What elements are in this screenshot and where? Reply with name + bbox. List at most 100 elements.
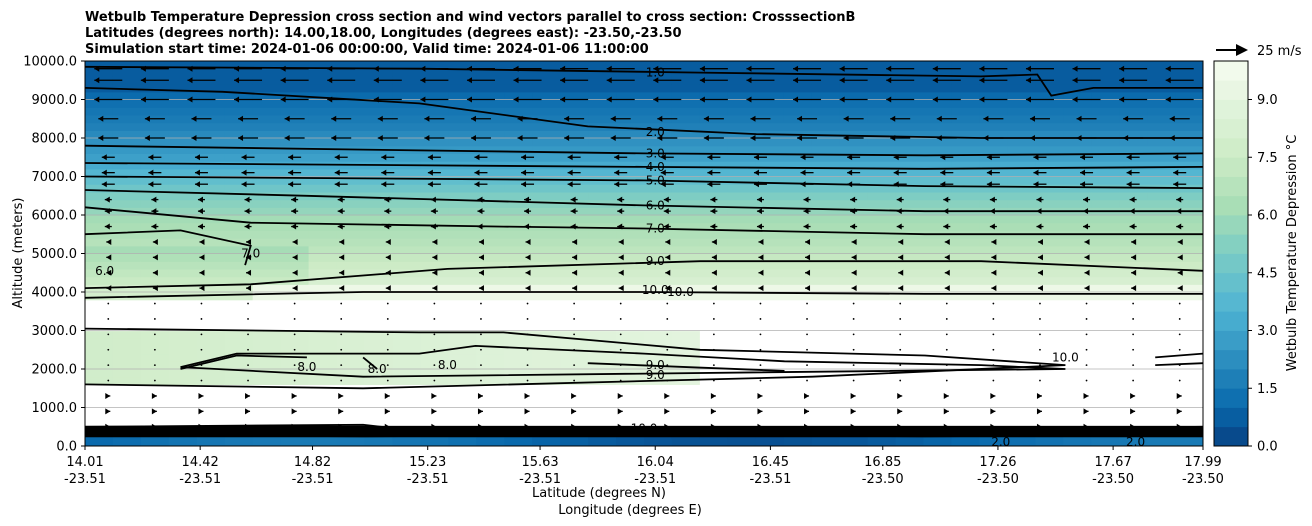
fill-cell [727,307,757,316]
fill-cell [1091,245,1120,255]
wind-vector-head [847,169,853,176]
fill-cell [588,168,617,178]
fill-cell [867,261,897,270]
fill-cell [224,376,254,385]
wind-vector-head [989,196,995,203]
wind-vector-head [1123,115,1129,122]
fill-cell [168,161,198,170]
wind-vector-head [703,135,709,141]
fill-cell [280,99,310,108]
wind-vector-dot [153,302,156,305]
fill-cell [699,145,729,154]
fill-cell [644,292,673,301]
fill-cell [1063,161,1092,170]
fill-cell [811,107,841,116]
fill-cell [755,207,785,216]
wind-vector-head [571,423,577,430]
fill-cell [1007,384,1036,393]
fill-cell [644,253,673,262]
fill-cell [1007,68,1036,77]
fill-cell [895,376,925,385]
fill-cell [1119,122,1148,131]
wind-vector-dot [1132,348,1135,351]
fill-cell [979,107,1008,116]
fill-cell [951,345,980,355]
fill-cell [420,91,449,101]
fill-cell [1007,184,1036,193]
fill-cell [839,230,869,239]
wind-vector-head [932,77,938,84]
fill-cell [783,338,813,347]
wind-vector-dot [619,302,622,305]
wind-vector-head [707,181,713,188]
fill-cell [1063,284,1092,293]
fill-cell [1091,299,1120,308]
colorbar-tick-label: 3.0 [1257,324,1278,339]
fill-cell [979,130,1008,139]
fill-cell [727,107,757,116]
wind-vector-head [943,223,949,230]
fill-cell [532,153,561,162]
fill-cell [1091,253,1120,262]
fill-cell [1147,345,1176,355]
fill-cell [560,130,589,139]
fill-cell [1175,145,1203,154]
fill-cell [839,199,869,208]
fill-cell [923,415,953,424]
wind-vector-head [851,254,857,261]
fill-cell [811,207,841,216]
fill-cell [644,99,673,108]
fill-cell [224,407,254,416]
fill-cell [336,253,366,262]
wind-vector-dot [1039,348,1041,351]
wind-vector-dot [806,348,808,351]
wind-vector-dot [247,364,249,367]
fill-cell [1119,261,1148,270]
fill-cell [448,176,477,185]
wind-vector-head [104,223,110,230]
fill-cell [196,438,226,446]
fill-cell [1035,107,1064,116]
fill-cell [392,122,421,131]
fill-cell [1035,384,1064,393]
fill-cell [252,345,282,355]
fill-cell [224,61,254,70]
wind-vector-dot [619,348,622,351]
fill-cell [392,245,421,255]
fill-cell [755,161,785,170]
fill-cell [476,376,505,385]
fill-cell [140,276,170,285]
fill-cell [1035,68,1064,77]
fill-cell [392,84,421,93]
fill-cell [951,338,980,347]
fill-cell [168,153,198,162]
fill-cell [727,76,757,85]
fill-cell [336,284,366,293]
fill-cell [895,253,925,262]
fill-cell [1007,299,1036,308]
fill-cell [252,207,282,216]
fill-cell [1035,168,1064,178]
wind-vector-head [986,169,992,176]
fill-cell [392,292,421,301]
fill-cell [671,307,701,316]
fill-cell [252,107,282,116]
fill-cell [895,84,925,93]
fill-cell [895,122,925,131]
fill-cell [532,415,561,424]
fill-cell [979,415,1008,424]
fill-cell [140,61,170,70]
fill-cell [308,353,338,362]
fill-cell [811,138,841,147]
fill-cell [420,399,449,409]
fill-cell [448,415,477,424]
fill-cell [392,184,421,193]
wind-vector-head [890,135,896,141]
fill-cell [727,276,757,285]
fill-cell [699,215,729,224]
fill-cell [168,315,198,324]
fill-cell [280,415,310,424]
fill-cell [1147,176,1176,185]
fill-cell [224,207,254,216]
fill-cell [671,353,701,362]
